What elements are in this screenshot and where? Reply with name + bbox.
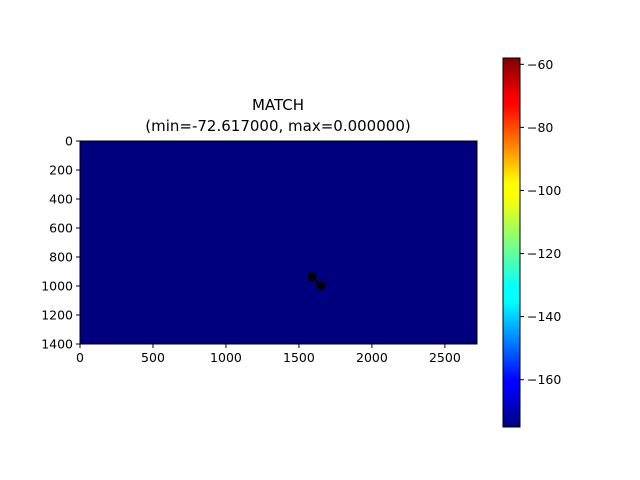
x-tick-label: 2500	[429, 350, 461, 365]
y-tick-label: 400	[49, 192, 73, 207]
x-tick-label: 1500	[283, 350, 315, 365]
y-tick-label: 600	[49, 221, 73, 236]
colorbar-tick-label: −120	[527, 246, 561, 261]
colorbar-tick-label: −100	[527, 183, 561, 198]
y-tick-label: 800	[49, 250, 73, 265]
chart-subtitle: (min=-72.617000, max=0.000000)	[145, 117, 410, 135]
y-tick-label: 200	[49, 163, 73, 178]
y-axis: 0 200 400 600 800 1000 1200 1400	[41, 134, 80, 352]
y-tick-label: 1400	[41, 337, 73, 352]
chart-title: MATCH	[252, 96, 304, 114]
y-tick-label: 1000	[41, 279, 73, 294]
marker-connector	[311, 275, 322, 287]
colorbar-tick-label: −60	[527, 57, 553, 72]
colorbar-axis: −60 −80 −100 −120 −140 −160	[520, 57, 561, 387]
colorbar-tick-label: −160	[527, 372, 561, 387]
x-tick-label: 1000	[210, 350, 242, 365]
y-tick-label: 0	[65, 134, 73, 149]
y-tick-label: 1200	[41, 308, 73, 323]
colorbar-tick-label: −80	[527, 120, 553, 135]
colorbar	[502, 57, 521, 428]
plot-frame	[79, 140, 478, 345]
colorbar-tick-label: −140	[527, 309, 561, 324]
x-tick-label: 500	[141, 350, 165, 365]
x-tick-label: 0	[76, 350, 84, 365]
x-tick-label: 2000	[356, 350, 388, 365]
heatmap-field	[80, 141, 477, 344]
x-axis: 0 500 1000 1500 2000 2500	[76, 344, 461, 365]
markers-layer	[307, 272, 326, 291]
